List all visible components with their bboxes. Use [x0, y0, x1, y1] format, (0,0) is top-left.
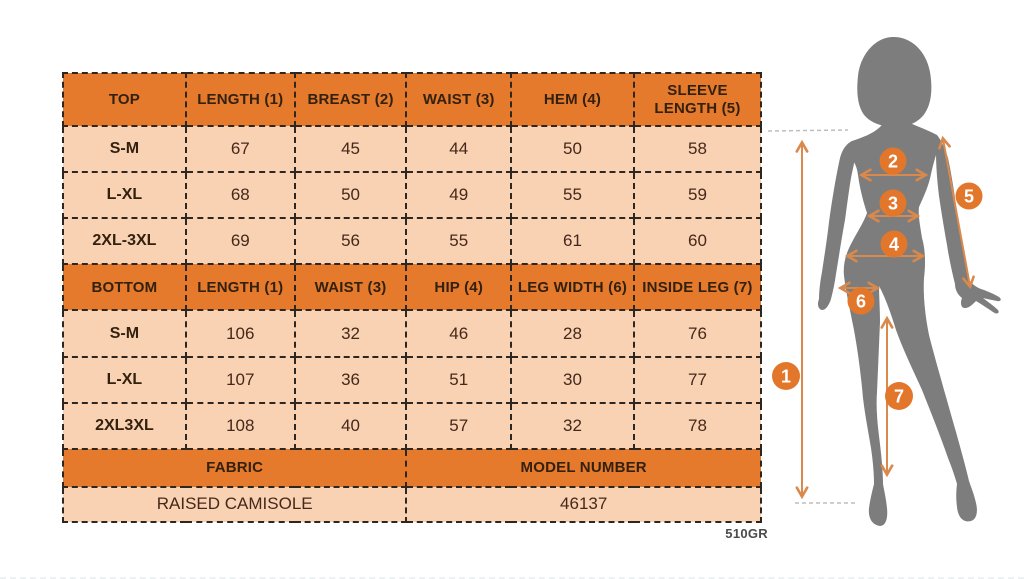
header-cell-hem: HEM (4) — [510, 71, 635, 128]
value-cell: 50 — [510, 125, 635, 174]
size-cell: L-XL — [62, 355, 187, 404]
female-silhouette — [818, 36, 1001, 526]
value-cell: 50 — [293, 171, 408, 220]
value-cell: 51 — [405, 355, 513, 404]
measurement-badge-4: 4 — [880, 230, 908, 258]
fabric-value-cell: RAISED CAMISOLE — [61, 485, 408, 524]
svg-text:6: 6 — [856, 292, 866, 312]
header-cell-waist: WAIST (3) — [405, 71, 513, 128]
value-cell: 59 — [632, 171, 763, 220]
value-cell: 45 — [293, 125, 408, 174]
value-cell: 28 — [510, 309, 635, 358]
svg-text:3: 3 — [888, 194, 898, 214]
value-cell: 76 — [632, 309, 763, 358]
header-cell-length: LENGTH (1) — [184, 263, 296, 312]
shoulder-dash-line — [767, 129, 849, 132]
size-cell: 2XL-3XL — [62, 217, 187, 266]
table-row: S-M 106 32 46 28 76 — [62, 309, 763, 358]
value-cell: 49 — [405, 171, 513, 220]
value-cell: 78 — [632, 401, 763, 450]
svg-text:1: 1 — [781, 367, 791, 387]
header-cell-leg-width: LEG WIDTH (6) — [510, 263, 635, 312]
model-number-label-cell: MODEL NUMBER — [405, 447, 762, 488]
header-cell-bottom: BOTTOM — [62, 263, 187, 312]
value-cell: 67 — [184, 125, 296, 174]
value-cell: 61 — [510, 217, 635, 266]
table-row: L-XL 107 36 51 30 77 — [62, 355, 763, 404]
value-cell: 55 — [405, 217, 513, 266]
value-cell: 69 — [184, 217, 296, 266]
measurement-badge-5: 5 — [955, 182, 983, 210]
size-cell: S-M — [62, 309, 187, 358]
size-chart-table: TOP LENGTH (1) BREAST (2) WAIST (3) HEM … — [61, 71, 763, 524]
table-row: 2XL-3XL 69 56 55 61 60 — [62, 217, 763, 266]
top-header-row: TOP LENGTH (1) BREAST (2) WAIST (3) HEM … — [62, 71, 763, 128]
bottom-header-row: BOTTOM LENGTH (1) WAIST (3) HIP (4) LEG … — [62, 263, 763, 312]
value-cell: 57 — [405, 401, 513, 450]
value-cell: 55 — [510, 171, 635, 220]
value-cell: 30 — [510, 355, 635, 404]
header-cell-inside-leg: INSIDE LEG (7) — [632, 263, 763, 312]
header-cell-sleeve-length: SLEEVE LENGTH (5) — [632, 71, 763, 128]
svg-text:7: 7 — [894, 387, 904, 407]
value-cell: 36 — [293, 355, 408, 404]
svg-text:4: 4 — [889, 235, 899, 255]
fabric-label-cell: FABRIC — [61, 447, 408, 488]
header-cell-length: LENGTH (1) — [184, 71, 296, 128]
measurement-badge-7: 7 — [885, 382, 913, 410]
weight-note: 510GR — [725, 526, 768, 541]
value-cell: 46 — [405, 309, 513, 358]
value-cell: 68 — [184, 171, 296, 220]
table-row: 2XL3XL 108 40 57 32 78 — [62, 401, 763, 450]
value-cell: 107 — [184, 355, 296, 404]
measurement-badge-1: 1 — [772, 362, 800, 390]
value-cell: 58 — [632, 125, 763, 174]
measurement-badge-3: 3 — [879, 189, 907, 217]
value-cell: 77 — [632, 355, 763, 404]
header-cell-top: TOP — [62, 71, 187, 128]
value-cell: 60 — [632, 217, 763, 266]
svg-text:5: 5 — [964, 187, 974, 207]
size-cell: S-M — [62, 125, 187, 174]
value-cell: 44 — [405, 125, 513, 174]
footer-value-row: RAISED CAMISOLE 46137 — [61, 485, 762, 524]
header-cell-breast: BREAST (2) — [293, 71, 408, 128]
size-cell: 2XL3XL — [62, 401, 187, 450]
size-cell: L-XL — [62, 171, 187, 220]
value-cell: 32 — [510, 401, 635, 450]
footer-header-row: FABRIC MODEL NUMBER — [61, 447, 762, 488]
value-cell: 40 — [293, 401, 408, 450]
table-row: S-M 67 45 44 50 58 — [62, 125, 763, 174]
header-cell-waist: WAIST (3) — [293, 263, 408, 312]
header-cell-hip: HIP (4) — [405, 263, 513, 312]
body-measurement-figure: 1 2 3 4 5 6 7 — [760, 15, 1020, 565]
model-number-value-cell: 46137 — [405, 485, 762, 524]
table-row: L-XL 68 50 49 55 59 — [62, 171, 763, 220]
value-cell: 106 — [184, 309, 296, 358]
measurement-badge-6: 6 — [847, 287, 875, 315]
svg-text:2: 2 — [888, 152, 898, 172]
value-cell: 108 — [184, 401, 296, 450]
measurement-badge-2: 2 — [879, 147, 907, 175]
value-cell: 32 — [293, 309, 408, 358]
arrow-sleeve — [943, 139, 970, 286]
value-cell: 56 — [293, 217, 408, 266]
partial-next-row-hint — [0, 577, 1024, 579]
